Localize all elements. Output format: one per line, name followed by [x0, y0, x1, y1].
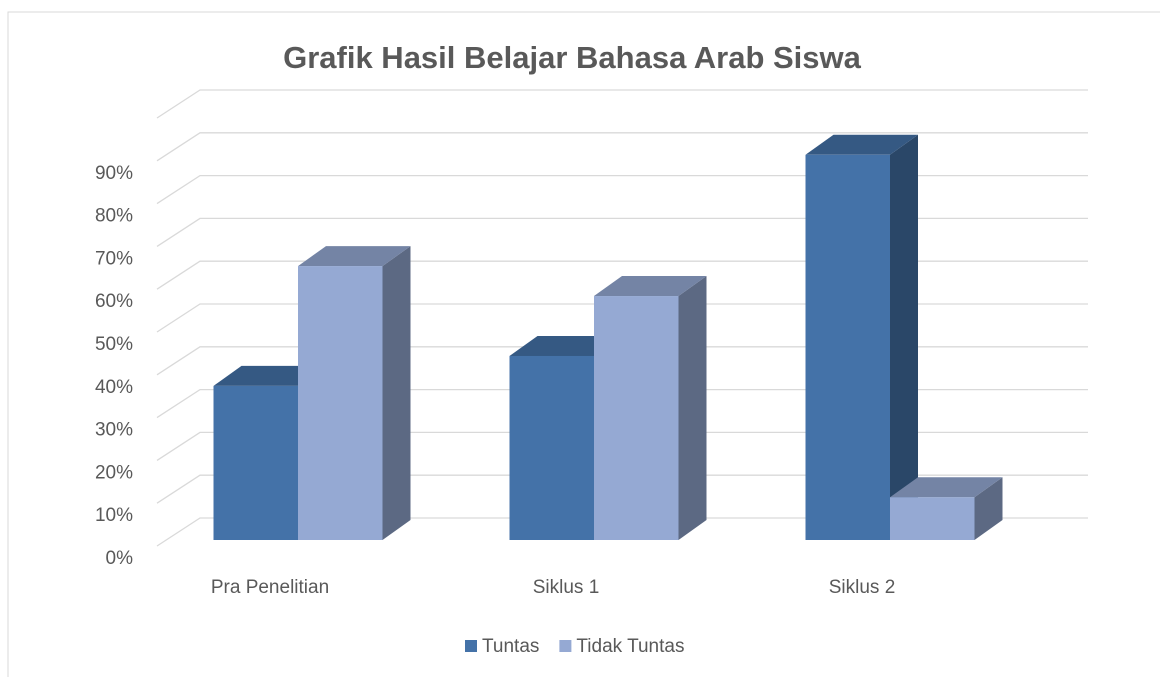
y-tick-label: 70%: [95, 248, 133, 269]
grid-line: [156, 517, 1088, 547]
grid-line: [156, 132, 1088, 162]
bar-front: [298, 266, 383, 540]
grid-line: [156, 260, 1088, 290]
bar-top: [890, 477, 1003, 498]
x-tick-label: Siklus 2: [829, 577, 896, 598]
bar-top: [594, 276, 707, 297]
legend-label: Tuntas: [482, 636, 539, 657]
bar-front: [594, 296, 679, 540]
bar: [594, 276, 707, 540]
bar-top: [213, 365, 326, 386]
bar-top: [298, 246, 411, 267]
bar: [805, 134, 918, 541]
legend-label: Tidak Tuntas: [576, 636, 684, 657]
x-tick-label: Pra Penelitian: [211, 577, 329, 598]
bar: [890, 477, 1003, 540]
grid-line: [156, 388, 1088, 419]
bar-front: [213, 385, 298, 540]
chart-border: [7, 11, 1160, 677]
bar-top: [509, 335, 622, 356]
bar-front: [509, 355, 594, 540]
legend-swatch: [559, 640, 572, 652]
bar-side: [974, 477, 1003, 540]
y-tick-label: 10%: [95, 505, 133, 526]
bar-side: [382, 246, 411, 540]
grid-line: [156, 346, 1088, 376]
bar-side: [890, 134, 918, 541]
grid-line: [156, 174, 1088, 205]
bar-front: [805, 154, 890, 541]
grid-line: [156, 89, 1088, 119]
grid-line: [156, 217, 1088, 247]
bar-top: [805, 134, 918, 155]
grid-line: [156, 474, 1088, 504]
y-tick-label: 90%: [95, 163, 133, 184]
y-tick-label: 0%: [106, 548, 134, 569]
chart-title: Grafik Hasil Belajar Bahasa Arab Siswa: [283, 40, 862, 75]
y-tick-label: 20%: [95, 462, 133, 483]
y-tick-label: 50%: [95, 334, 133, 355]
bar: [298, 246, 411, 540]
bar-front: [890, 497, 975, 540]
y-tick-label: 60%: [95, 291, 133, 312]
grid-line: [156, 303, 1088, 333]
x-tick-label: Siklus 1: [533, 577, 600, 598]
y-tick-label: 30%: [95, 420, 133, 441]
y-tick-label: 80%: [95, 206, 133, 227]
grid-line: [156, 431, 1088, 461]
legend-swatch: [465, 640, 477, 652]
y-tick-label: 40%: [95, 377, 133, 398]
bar-side: [678, 276, 707, 540]
